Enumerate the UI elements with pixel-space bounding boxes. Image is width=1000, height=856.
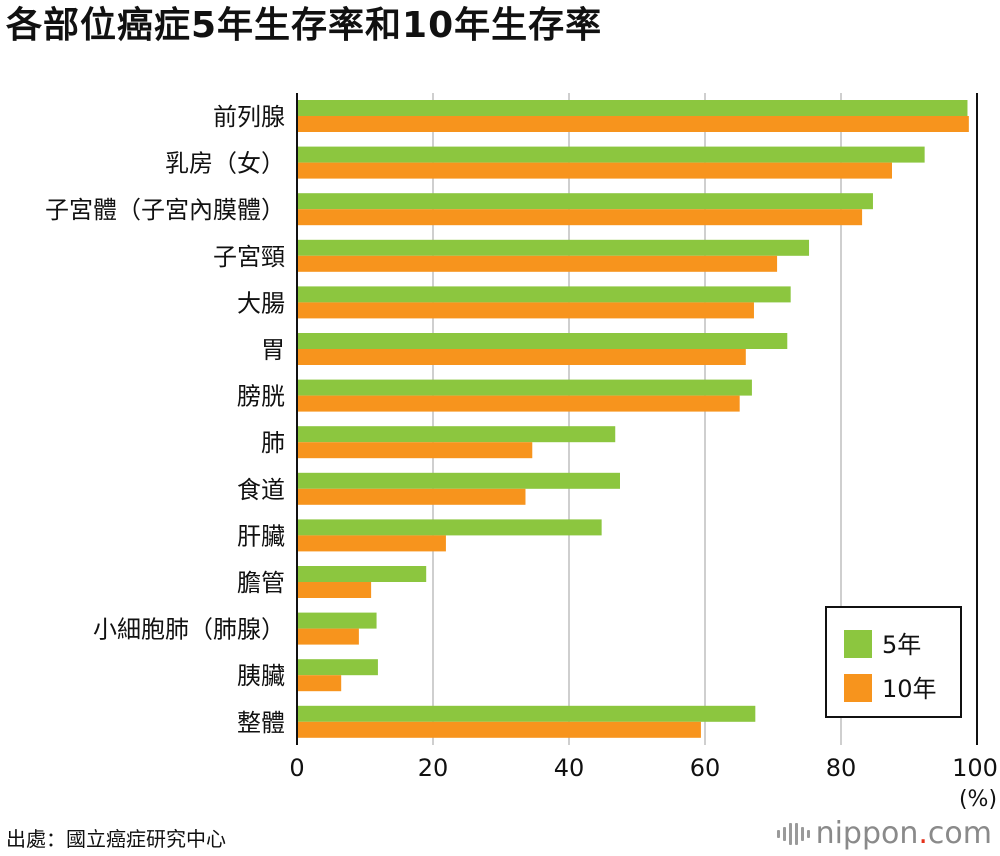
- category-label: 子宮體（子宮內膜體）: [45, 196, 285, 224]
- legend-swatch: [844, 630, 872, 658]
- bar-ten-year: [297, 628, 359, 645]
- bar-ten-year: [297, 395, 740, 412]
- bar-five-year: [297, 100, 968, 116]
- category-label: 乳房（女）: [165, 150, 285, 178]
- bar-five-year: [297, 426, 616, 443]
- bar-five-year: [297, 659, 378, 676]
- x-axis-unit: (%): [959, 787, 997, 812]
- category-label: 前列腺: [213, 103, 285, 131]
- bar-five-year: [297, 612, 377, 629]
- bar-ten-year: [297, 442, 533, 459]
- category-label: 胰臟: [237, 662, 285, 690]
- bar-ten-year: [297, 116, 969, 132]
- bar-ten-year: [297, 255, 778, 272]
- category-label: 肺: [261, 429, 285, 457]
- x-tick-label: 60: [690, 754, 721, 782]
- category-label: 膽管: [237, 569, 285, 597]
- chart-title: 各部位癌症5年生存率和10年生存率: [6, 5, 603, 46]
- bar-five-year: [297, 286, 791, 303]
- brand-bars-icon: [776, 823, 810, 845]
- category-label: 子宮頸: [213, 243, 285, 271]
- brand-logo: nippon.com: [776, 816, 992, 852]
- bar-five-year: [297, 705, 756, 722]
- bar-five-year: [297, 333, 788, 349]
- category-label: 胃: [261, 336, 285, 364]
- bar-ten-year: [297, 302, 754, 319]
- bar-ten-year: [297, 488, 526, 505]
- legend-label: 5年: [882, 631, 921, 659]
- x-tick-label: 20: [418, 754, 449, 782]
- bar-ten-year: [297, 675, 342, 692]
- brand-wordmark: nippon.com: [815, 816, 992, 851]
- bar-five-year: [297, 379, 752, 396]
- category-label: 食道: [237, 476, 285, 504]
- legend-label: 10年: [882, 675, 937, 703]
- x-tick-label: 100: [952, 754, 998, 782]
- source-note: 出處：國立癌症研究中心: [6, 827, 226, 851]
- bar-ten-year: [297, 535, 446, 552]
- category-label: 膀胱: [237, 383, 285, 411]
- category-label: 小細胞肺（肺腺）: [93, 616, 285, 644]
- bar-ten-year: [297, 721, 701, 738]
- category-label: 整體: [237, 709, 285, 737]
- x-tick-label: 40: [554, 754, 585, 782]
- category-label: 大腸: [237, 289, 285, 317]
- bar-five-year: [297, 472, 620, 489]
- category-label: 肝臟: [237, 522, 285, 550]
- x-tick-label: 80: [826, 754, 857, 782]
- bar-ten-year: [297, 162, 892, 179]
- bar-ten-year: [297, 209, 863, 226]
- bar-five-year: [297, 193, 873, 210]
- bar-five-year: [297, 239, 810, 256]
- x-tick-label: 0: [289, 754, 304, 782]
- bar-five-year: [297, 519, 602, 536]
- bar-five-year: [297, 566, 427, 582]
- legend-swatch: [844, 674, 872, 702]
- bar-ten-year: [297, 582, 372, 598]
- bar-ten-year: [297, 349, 746, 365]
- bar-five-year: [297, 146, 925, 163]
